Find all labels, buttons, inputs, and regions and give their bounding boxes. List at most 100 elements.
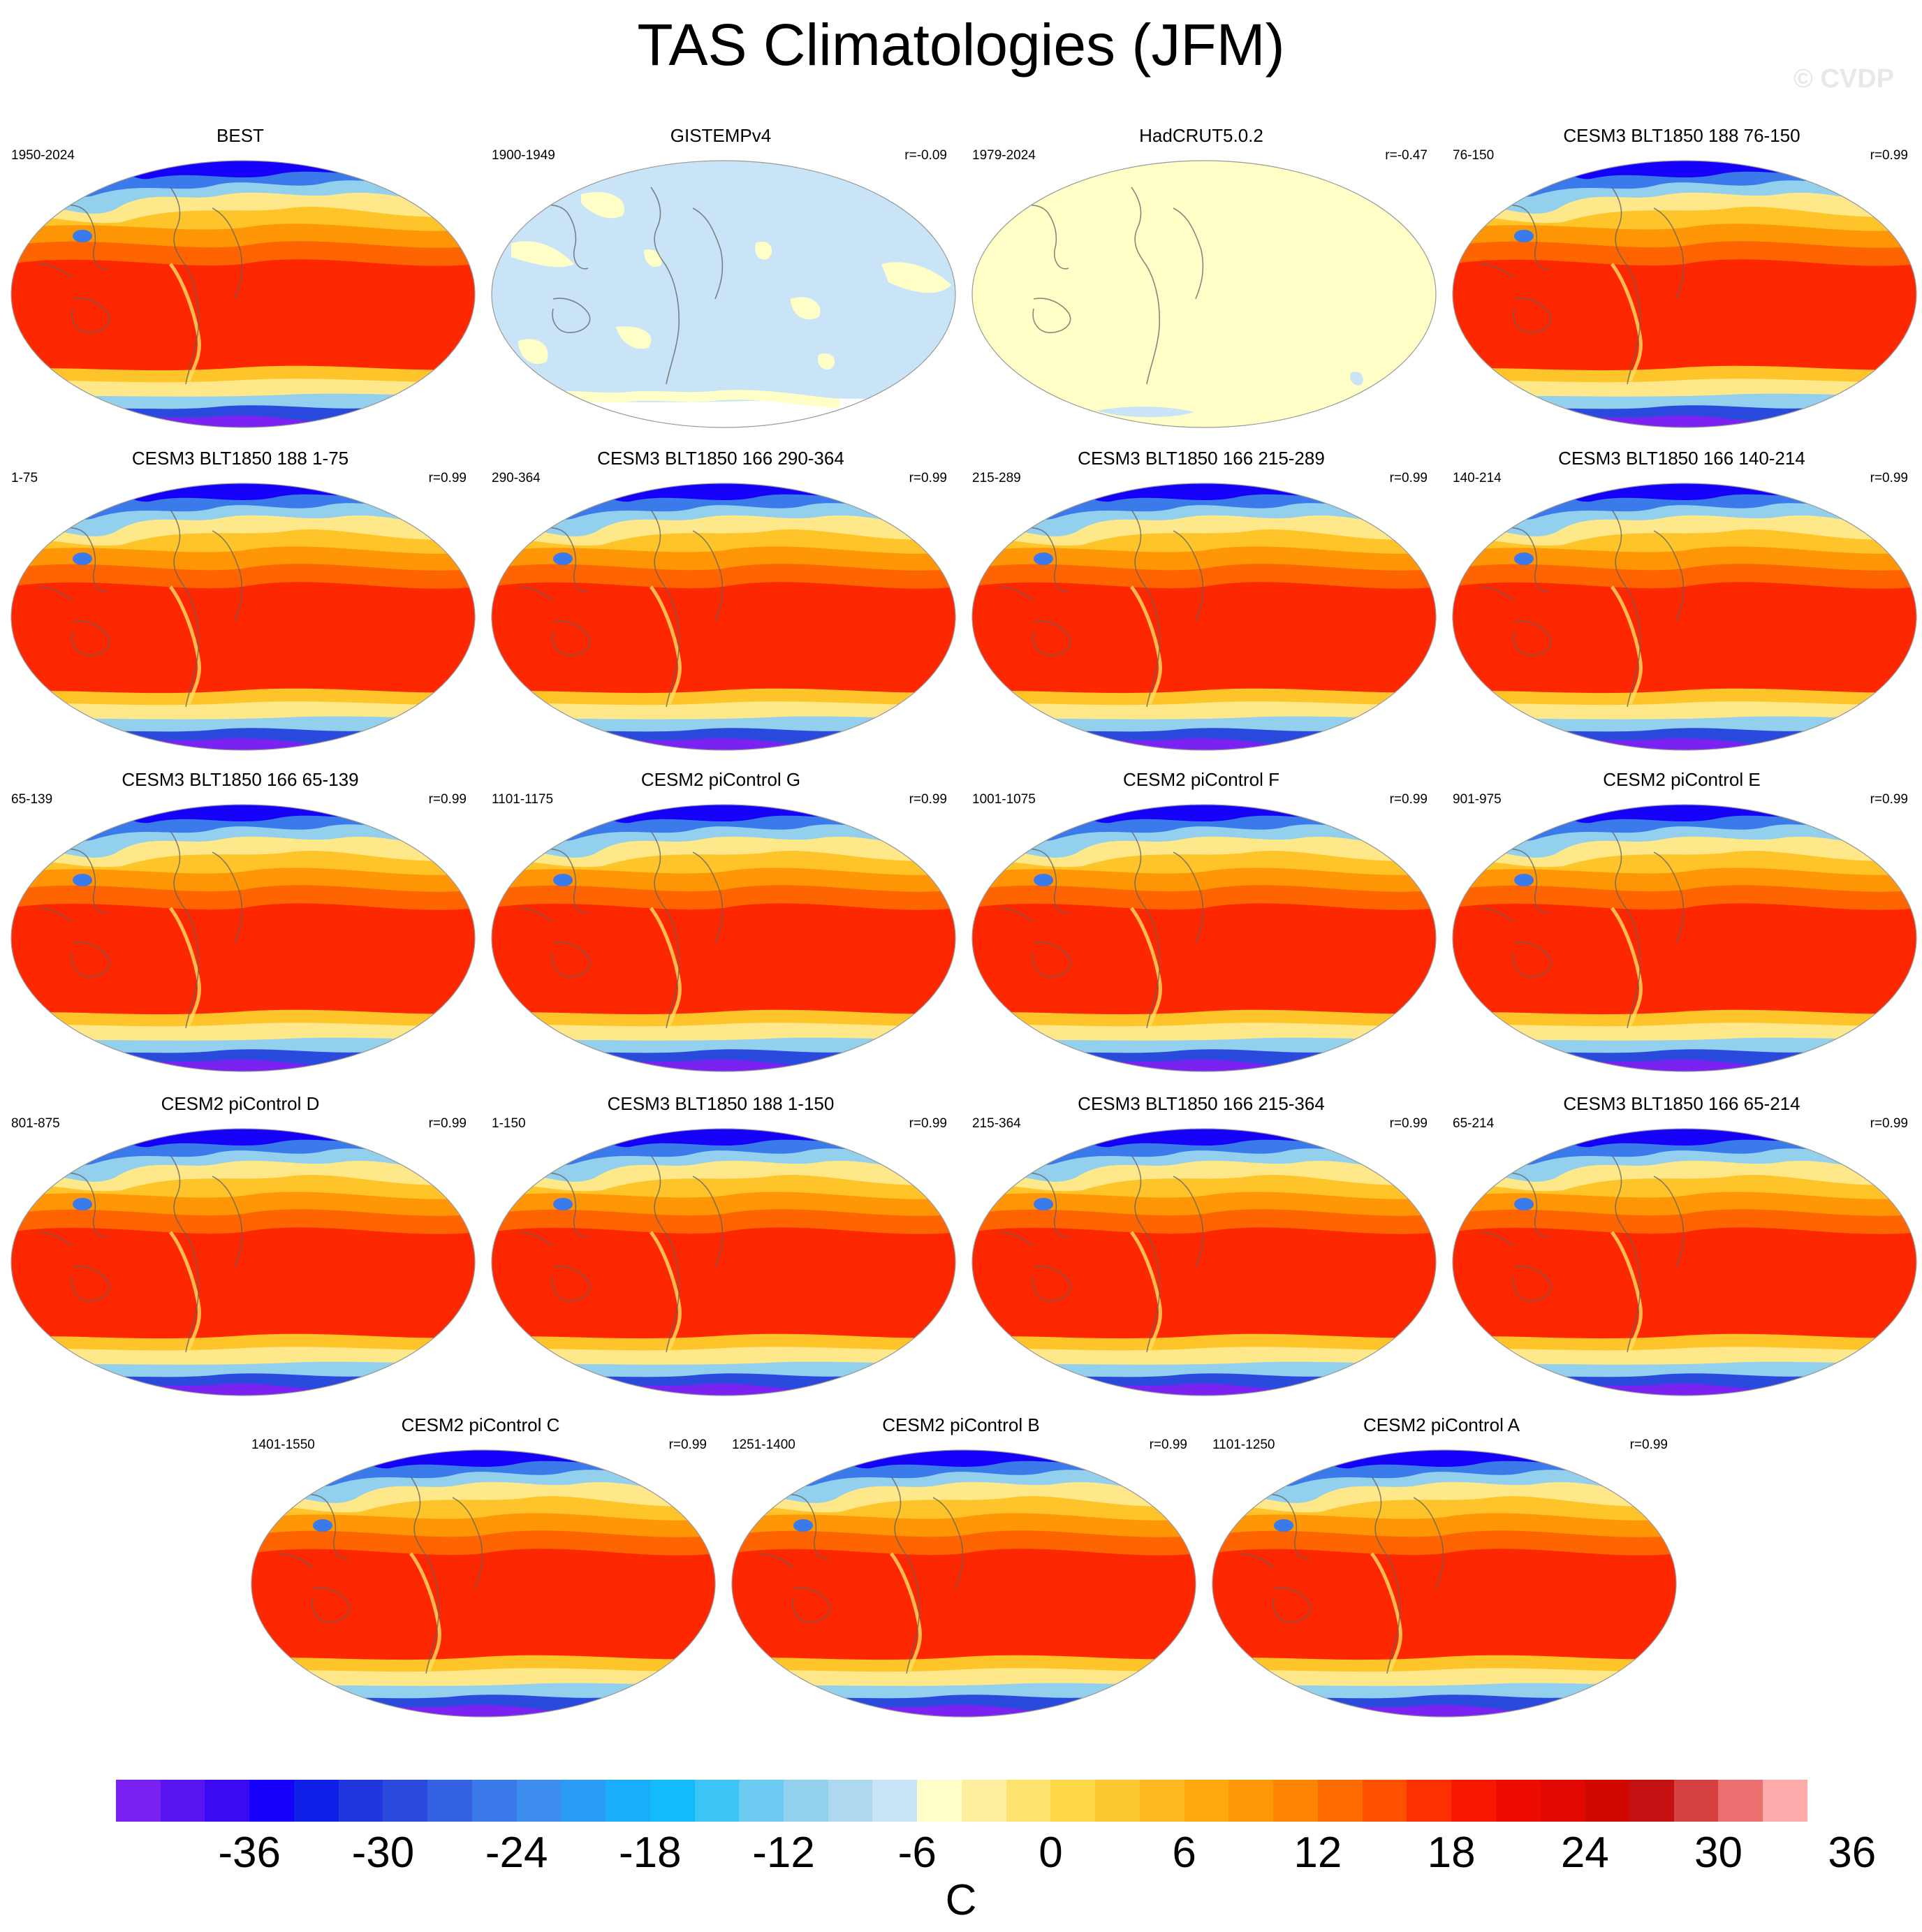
panel-correlation: r=-0.47 — [1385, 148, 1428, 163]
colorbar-tick-label: 6 — [1172, 1829, 1196, 1877]
colorbar-box — [338, 1780, 383, 1822]
temperature-map — [10, 1128, 476, 1396]
temperature-map — [491, 804, 956, 1072]
colorbar-box — [872, 1780, 918, 1822]
panel-title: CESM3 BLT1850 166 65-139 — [122, 769, 359, 790]
map-panel: CESM2 piControl C 1401-1550 r=0.99 — [240, 1414, 721, 1721]
panel-years: 1001-1075 — [972, 792, 1036, 807]
temperature-map — [971, 1128, 1437, 1396]
panel-years: 65-139 — [11, 792, 53, 807]
map-panel: CESM3 BLT1850 166 65-214 65-214 r=0.99 — [1442, 1092, 1922, 1400]
panel-years: 1900-1949 — [492, 148, 555, 163]
temperature-map — [971, 804, 1437, 1072]
panel-title: CESM3 BLT1850 166 215-289 — [1078, 448, 1325, 469]
colorbar-tick-label: -24 — [485, 1829, 548, 1877]
temperature-map — [971, 160, 1437, 428]
colorbar-box — [1228, 1780, 1274, 1822]
colorbar-box — [1585, 1780, 1629, 1822]
panel-title: CESM3 BLT1850 166 140-214 — [1558, 448, 1805, 469]
panel-correlation: r=0.99 — [428, 1116, 467, 1131]
panel-years: 901-975 — [1453, 792, 1502, 807]
panel-years: 1401-1550 — [251, 1437, 315, 1452]
colorbar-tick-label: -12 — [752, 1829, 815, 1877]
panel-correlation: r=0.99 — [1629, 1437, 1668, 1452]
colorbar-box — [1495, 1780, 1541, 1822]
colorbar-box — [1362, 1780, 1407, 1822]
panel-correlation: r=0.99 — [909, 471, 947, 485]
temperature-map — [491, 483, 956, 751]
panel-correlation: r=0.99 — [1389, 792, 1428, 807]
panel-title: CESM3 BLT1850 188 1-75 — [131, 448, 349, 469]
colorbar-tick-label: -30 — [351, 1829, 415, 1877]
map-panel: CESM2 piControl B 1251-1400 r=0.99 — [721, 1414, 1201, 1721]
panel-title: GISTEMPv4 — [670, 125, 772, 146]
colorbar-box — [1317, 1780, 1363, 1822]
temperature-map — [1452, 1128, 1917, 1396]
panel-title: CESM2 piControl G — [640, 769, 801, 790]
temperature-map — [1452, 483, 1917, 751]
map-panel: CESM3 BLT1850 166 140-214 140-214 r=0.99 — [1442, 447, 1922, 754]
panel-title: CESM2 piControl C — [401, 1414, 560, 1435]
panel-years: 65-214 — [1453, 1116, 1495, 1131]
map-panel: CESM2 piControl A 1101-1250 r=0.99 — [1201, 1414, 1682, 1721]
panel-title: CESM2 piControl D — [161, 1093, 320, 1114]
colorbar-tick-label: -6 — [897, 1829, 937, 1877]
panel-years: 801-875 — [11, 1116, 60, 1131]
colorbar-box — [205, 1780, 250, 1822]
panel-correlation: r=0.99 — [1870, 792, 1908, 807]
panel-years: 1-75 — [11, 471, 38, 485]
colorbar-box — [516, 1780, 562, 1822]
temperature-map — [1452, 804, 1917, 1072]
panel-years: 215-289 — [972, 471, 1021, 485]
map-panel: CESM3 BLT1850 188 1-75 1-75 r=0.99 — [0, 447, 480, 754]
map-panel: HadCRUT5.0.2 1979-2024 r=-0.47 — [961, 124, 1442, 432]
temperature-map — [10, 160, 476, 428]
panel-correlation: r=0.99 — [1389, 471, 1428, 485]
colorbar-box — [383, 1780, 428, 1822]
colorbar-box — [1184, 1780, 1229, 1822]
panel-correlation: r=-0.09 — [904, 148, 947, 163]
colorbar-box — [650, 1780, 695, 1822]
panel-title: BEST — [217, 125, 264, 146]
colorbar-box — [1629, 1780, 1674, 1822]
panel-correlation: r=0.99 — [1149, 1437, 1187, 1452]
panel-correlation: r=0.99 — [1870, 471, 1908, 485]
colorbar-box — [561, 1780, 606, 1822]
colorbar-box — [828, 1780, 873, 1822]
map-panel: CESM2 piControl G 1101-1175 r=0.99 — [480, 768, 961, 1076]
colorbar-tick-label: 18 — [1427, 1829, 1476, 1877]
map-panel: CESM3 BLT1850 166 290-364 290-364 r=0.99 — [480, 447, 961, 754]
panel-years: 1950-2024 — [11, 148, 75, 163]
temperature-map — [491, 1128, 956, 1396]
panel-correlation: r=0.99 — [1870, 1116, 1908, 1131]
colorbar-box — [427, 1780, 472, 1822]
panel-correlation: r=0.99 — [1389, 1116, 1428, 1131]
panel-title: CESM2 piControl E — [1603, 769, 1761, 790]
colorbar-box — [1139, 1780, 1184, 1822]
panel-years: 1979-2024 — [972, 148, 1036, 163]
colorbar-box — [471, 1780, 517, 1822]
colorbar-box — [1540, 1780, 1585, 1822]
map-panel: CESM2 piControl F 1001-1075 r=0.99 — [961, 768, 1442, 1076]
colorbar-units: C — [945, 1876, 977, 1924]
colorbar-box — [116, 1780, 161, 1822]
panel-title: CESM3 BLT1850 166 290-364 — [597, 448, 844, 469]
colorbar-box — [1273, 1780, 1318, 1822]
temperature-map — [1212, 1449, 1677, 1718]
panel-correlation: r=0.99 — [909, 792, 947, 807]
colorbar-box — [961, 1780, 1006, 1822]
colorbar-tick-label: 12 — [1293, 1829, 1342, 1877]
map-panel: CESM3 BLT1850 166 215-289 215-289 r=0.99 — [961, 447, 1442, 754]
panel-title: CESM3 BLT1850 188 76-150 — [1563, 125, 1800, 146]
colorbar-box — [1050, 1780, 1096, 1822]
temperature-map — [10, 483, 476, 751]
panel-title: CESM3 BLT1850 166 215-364 — [1078, 1093, 1325, 1114]
temperature-map — [731, 1449, 1196, 1718]
colorbar-box — [739, 1780, 784, 1822]
colorbar-tick-label: 36 — [1828, 1829, 1877, 1877]
colorbar — [116, 1780, 1807, 1822]
panel-title: CESM3 BLT1850 166 65-214 — [1563, 1093, 1800, 1114]
colorbar-tick-label: 24 — [1560, 1829, 1609, 1877]
colorbar-box — [1095, 1780, 1140, 1822]
map-panel: CESM2 piControl D 801-875 r=0.99 — [0, 1092, 480, 1400]
